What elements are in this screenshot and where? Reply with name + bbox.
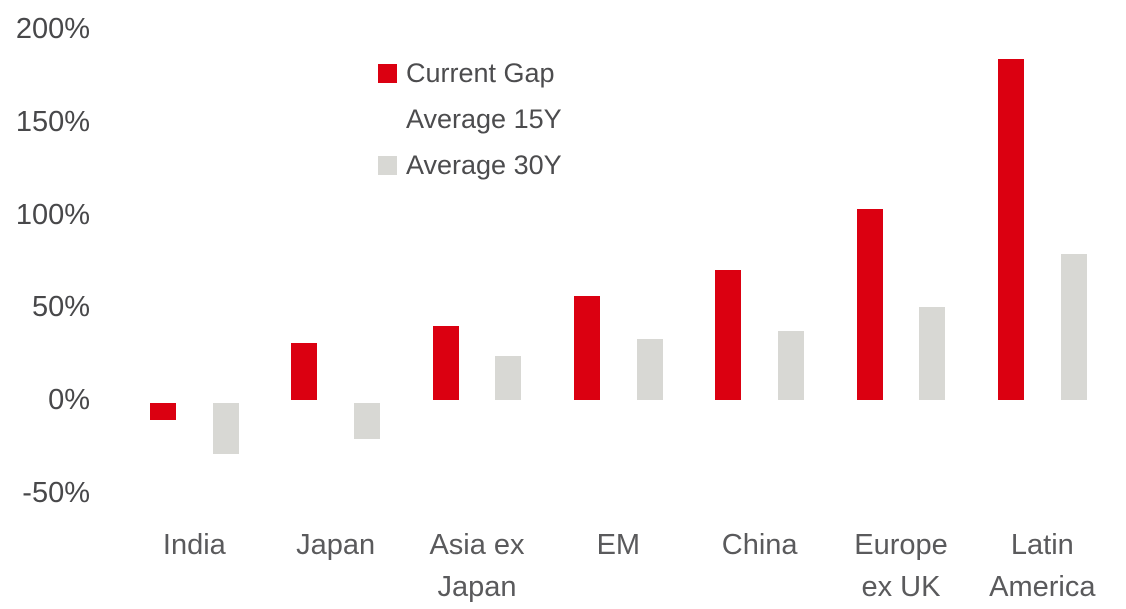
category-label-europe-ex-uk: Europe ex UK bbox=[854, 529, 948, 603]
bar-current-gap-china bbox=[715, 270, 741, 400]
bar-average-30y-china bbox=[778, 331, 804, 400]
legend-label-average-30y: Average 30Y bbox=[406, 149, 562, 180]
y-tick-label-200-: 200% bbox=[15, 13, 90, 46]
bar-average-30y-em bbox=[637, 338, 663, 400]
y-tick-label-50-: 50% bbox=[31, 291, 90, 324]
bar-average-30y-latin-america bbox=[1061, 253, 1087, 400]
legend-label-average-15y: Average 15Y bbox=[406, 103, 562, 134]
y-tick-label--50-: -50% bbox=[22, 476, 90, 509]
bar-current-gap-europe-ex-uk bbox=[857, 209, 883, 400]
category-label-india: India bbox=[162, 529, 226, 561]
bar-current-gap-latin-america bbox=[998, 58, 1024, 400]
legend-item-average-15y: Average 15Y bbox=[378, 96, 562, 142]
legend-item-average-30y: Average 30Y bbox=[378, 142, 562, 188]
category-label-japan: Japan bbox=[296, 529, 376, 561]
category-label-latin-america: Latin America bbox=[989, 529, 1096, 603]
category-label-china: China bbox=[721, 529, 798, 561]
bar-current-gap-asia-ex-japan bbox=[433, 325, 459, 400]
bar-current-gap-japan bbox=[291, 342, 317, 400]
bar-average-30y-india bbox=[213, 403, 239, 454]
legend-label-current-gap: Current Gap bbox=[406, 57, 555, 88]
legend: Current Gap Average 15Y Average 30Y bbox=[378, 50, 562, 188]
legend-swatch-current-gap-icon bbox=[378, 63, 397, 83]
category-label-em: EM bbox=[596, 529, 641, 561]
bar-average-30y-europe-ex-uk bbox=[919, 307, 945, 400]
legend-item-current-gap: Current Gap bbox=[378, 50, 562, 96]
bar-average-30y-japan bbox=[354, 403, 380, 439]
bar-current-gap-india bbox=[150, 403, 176, 421]
legend-swatch-average-30y-icon bbox=[378, 155, 397, 175]
y-tick-label-100-: 100% bbox=[15, 198, 90, 231]
legend-swatch-average-15y-icon bbox=[378, 109, 397, 129]
y-tick-label-0-: 0% bbox=[48, 384, 90, 416]
y-tick-label-150-: 150% bbox=[15, 106, 90, 138]
bar-current-gap-em bbox=[574, 296, 600, 400]
bar-average-30y-asia-ex-japan bbox=[495, 355, 521, 400]
category-label-asia-ex-japan: Asia ex Japan bbox=[429, 529, 525, 603]
